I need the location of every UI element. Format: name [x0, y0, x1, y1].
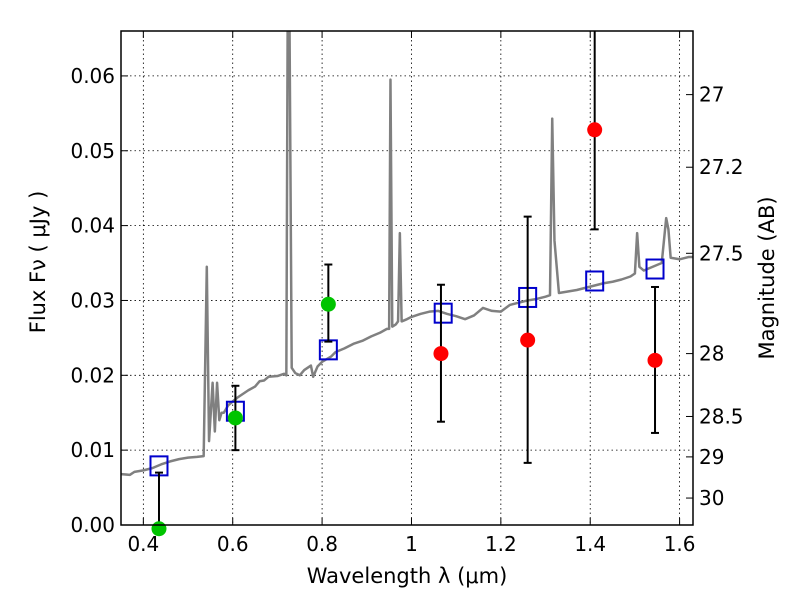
y-axis-label: Flux Fν ( μJy ) — [26, 191, 50, 334]
right-tick-label: 27.2 — [699, 155, 744, 179]
model-square-marker — [318, 339, 338, 361]
markers — [149, 31, 665, 537]
y-tick-label: 0.05 — [70, 139, 115, 163]
plot-frame — [120, 30, 694, 526]
y-axis-left: 0.00 0.01 0.02 0.03 0.04 0.05 0.06 — [70, 64, 128, 537]
flux-point-marker — [647, 352, 663, 368]
y-axis-right-label: Magnitude (AB) — [755, 196, 779, 359]
y-tick-label: 0.03 — [70, 288, 115, 312]
x-tick-label: 1 — [405, 532, 418, 556]
y-tick-label: 0.01 — [70, 438, 115, 462]
x-tick-label: 1.6 — [664, 532, 696, 556]
x-tick-label: 0.4 — [127, 532, 159, 556]
x-tick-label: 0.8 — [306, 532, 338, 556]
right-tick-label: 28.5 — [699, 404, 744, 428]
right-tick-label: 29 — [699, 445, 724, 469]
x-axis: 0.4 0.6 0.8 1 1.2 1.4 1.6 — [127, 31, 696, 556]
flux-point-marker — [433, 346, 449, 362]
plot-area — [121, 31, 693, 477]
right-tick-label: 28 — [699, 342, 724, 366]
flux-point-marker — [227, 410, 243, 426]
y-tick-label: 0.04 — [70, 214, 115, 238]
y-tick-label: 0.00 — [70, 513, 115, 537]
model-square-marker — [585, 270, 605, 292]
flux-point-marker — [320, 296, 336, 312]
model-square-marker — [433, 302, 453, 324]
y-axis-right: 27 27.2 27.5 28 28.5 29 30 — [686, 83, 744, 510]
y-tick-label: 0.06 — [70, 64, 115, 88]
model-square-marker — [645, 258, 665, 280]
x-axis-label: Wavelength λ (μm) — [307, 564, 508, 588]
x-tick-label: 1.2 — [485, 532, 517, 556]
right-tick-label: 27 — [699, 83, 724, 107]
flux-point-marker — [520, 332, 536, 348]
right-tick-label: 30 — [699, 486, 724, 510]
x-tick-label: 0.6 — [217, 532, 249, 556]
x-tick-label: 1.4 — [574, 532, 606, 556]
y-tick-label: 0.02 — [70, 363, 115, 387]
flux-point-marker — [587, 122, 603, 138]
right-tick-label: 27.5 — [699, 241, 744, 265]
spectrum-line — [121, 31, 693, 477]
